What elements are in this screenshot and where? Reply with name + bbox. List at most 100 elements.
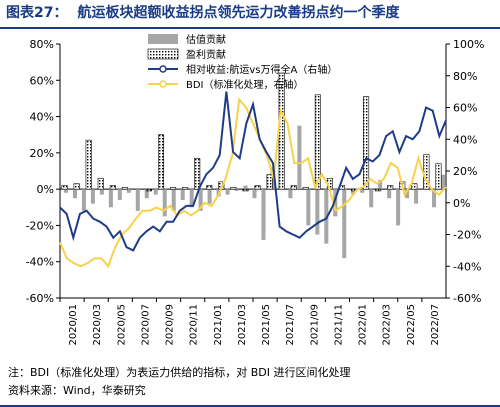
legend-swatch-valuation <box>148 34 178 44</box>
earnings-bar <box>375 188 382 192</box>
earnings-bar <box>363 96 370 190</box>
valuation-bar <box>162 189 167 217</box>
y-right-tick-label: 40% <box>453 133 477 146</box>
x-tick-label: 2022/03 <box>382 304 393 346</box>
valuation-bar <box>63 189 69 193</box>
x-tick-label: 2022/01 <box>358 304 369 346</box>
valuation-bar <box>261 189 266 240</box>
valuation-bar <box>135 189 140 211</box>
y-right-tick-label: -60% <box>453 292 481 305</box>
earnings-bar <box>121 187 128 190</box>
valuation-bar <box>252 189 257 199</box>
x-tick-label: 2020/05 <box>116 304 127 346</box>
valuation-bar <box>369 189 374 208</box>
valuation-bar <box>144 189 149 199</box>
y-right-tick-label: 0% <box>453 197 470 210</box>
valuation-bar <box>117 189 122 201</box>
valuation-bar <box>288 189 293 199</box>
x-tick-label: 2021/03 <box>237 304 248 346</box>
legend-label: BDI（标准化处理，右轴） <box>186 78 304 91</box>
earnings-bar <box>302 187 309 190</box>
y-right-tick-label: 80% <box>453 70 477 83</box>
earnings-bar <box>411 183 418 190</box>
earnings-bar <box>109 185 116 190</box>
y-left-tick-label: 40% <box>30 111 54 124</box>
x-tick-label: 2021/01 <box>213 304 224 346</box>
x-tick-label: 2021/11 <box>333 304 344 346</box>
valuation-bar <box>405 189 410 199</box>
y-right-tick-label: -20% <box>453 229 481 242</box>
valuation-bar <box>378 180 383 190</box>
note-text: 注：BDI（标准化处理）为表运力供给的指标，对 BDI 进行区间化处理 <box>8 366 351 379</box>
valuation-bar <box>243 185 248 190</box>
valuation-bar <box>387 189 392 199</box>
earnings-bar <box>194 158 201 190</box>
legend-label: 相对收益:航运vs万得全A（右轴） <box>186 63 337 76</box>
bdi-line <box>59 97 447 269</box>
valuation-bar <box>99 189 104 195</box>
valuation-bar <box>315 189 320 235</box>
earnings-bar <box>387 185 394 190</box>
earnings-bar <box>206 185 213 190</box>
y-left-tick-label: -20% <box>26 219 54 232</box>
valuation-bar <box>108 189 113 208</box>
legend-swatch-earnings <box>147 48 179 60</box>
x-tick-label: 2022/07 <box>430 304 441 346</box>
valuation-bar <box>90 189 95 204</box>
x-tick-label: 2020/03 <box>92 304 103 346</box>
figure-label: 图表27： <box>6 5 68 21</box>
y-left-tick-label: 60% <box>30 74 54 87</box>
earnings-bar <box>230 187 237 190</box>
legend-swatch-bdi-marker <box>159 80 167 88</box>
earnings-bar <box>266 174 273 190</box>
valuation-bar <box>360 189 365 193</box>
earnings-bar <box>145 188 152 192</box>
x-tick-label: 2021/05 <box>261 304 272 346</box>
earnings-bar <box>435 163 442 190</box>
x-tick-label: 2020/07 <box>140 304 151 346</box>
y-left-tick-label: -40% <box>26 256 54 269</box>
earnings-bar <box>182 187 189 190</box>
valuation-bar <box>153 189 158 195</box>
valuation-bar <box>333 189 338 217</box>
valuation-bar <box>440 174 446 190</box>
title-bar: 图表27： 航运板块超额收益拐点领先运力改善拐点约一个季度 <box>0 0 500 24</box>
earnings-bar <box>242 188 249 192</box>
relative-return-line <box>59 91 447 252</box>
y-right-tick-label: 20% <box>453 165 477 178</box>
bottom-divider <box>0 405 500 407</box>
valuation-bar <box>189 189 194 208</box>
chart: -60% -40% -20% 0% 20% 40% 60% 80% -60% -40% -20% 0%… <box>26 33 485 346</box>
source-text: 资料来源：Wind，华泰研究 <box>8 384 146 397</box>
y-left-tick-label: -60% <box>26 292 54 305</box>
valuation-bar <box>342 189 347 259</box>
earnings-bar <box>290 185 297 190</box>
earnings-bar <box>97 177 104 190</box>
x-tick-label: 2020/01 <box>68 304 79 346</box>
valuation-bar <box>225 189 230 195</box>
y-left-tick-label: 20% <box>30 147 54 160</box>
x-tick-label: 2020/09 <box>165 304 176 346</box>
valuation-bar <box>81 189 86 211</box>
y-right-tick-label: 100% <box>453 38 484 51</box>
y-right-tick-label: 60% <box>453 102 477 115</box>
x-tick-label: 2022/05 <box>406 304 417 346</box>
x-tick-label: 2020/11 <box>189 304 200 346</box>
valuation-bar <box>72 189 77 199</box>
title-divider <box>0 27 500 29</box>
notes: 注：BDI（标准化处理）为表运力供给的指标，对 BDI 进行区间化处理 资料来源… <box>8 364 351 400</box>
valuation-bar <box>396 189 401 226</box>
earnings-bar <box>61 185 68 190</box>
valuation-bar <box>414 189 419 204</box>
valuation-bar <box>306 189 311 226</box>
valuation-bar <box>198 189 203 211</box>
earnings-bar <box>85 139 92 190</box>
earnings-bar <box>314 94 321 190</box>
valuation-bar <box>207 189 212 204</box>
y-left-tick-label: 0% <box>37 183 54 196</box>
valuation-bar <box>351 189 356 195</box>
valuation-bar <box>126 189 131 193</box>
valuation-bar <box>171 189 176 211</box>
earnings-bar <box>170 187 177 190</box>
x-tick-label: 2021/09 <box>309 304 320 346</box>
